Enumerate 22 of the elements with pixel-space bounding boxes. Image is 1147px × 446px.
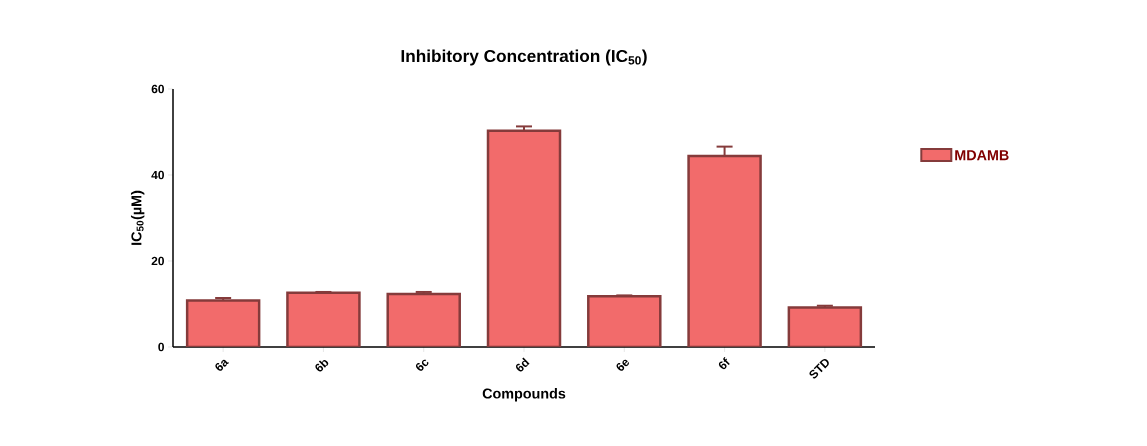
y-tick-label: 40 [151, 170, 164, 180]
bar [787, 306, 863, 347]
bar [386, 292, 461, 347]
bar [687, 154, 762, 347]
legend-label: MDAMB [955, 150, 1009, 161]
bar [286, 291, 361, 347]
bar [587, 295, 662, 347]
bar [185, 299, 261, 347]
x-tick-label: STD [809, 358, 829, 379]
x-tick-label: 6e [616, 359, 629, 371]
x-axis-title: Compounds [482, 388, 566, 402]
x-tick-label: 6c [415, 359, 429, 371]
y-tick-label: 60 [151, 84, 164, 94]
y-tick-label: 0 [158, 342, 164, 352]
chart-title: Inhibitory Concentration (IC$_{50}$) [401, 49, 647, 66]
x-tick-label: 6d [515, 357, 530, 372]
x-tick-label: 6a [215, 359, 230, 371]
bar [486, 129, 562, 347]
x-tick-label: 6b [315, 359, 329, 372]
y-tick-label: 20 [151, 256, 164, 266]
y-axis-title: IC$_{50}$(µM) [130, 190, 145, 245]
x-tick-label: 6f [718, 357, 730, 370]
